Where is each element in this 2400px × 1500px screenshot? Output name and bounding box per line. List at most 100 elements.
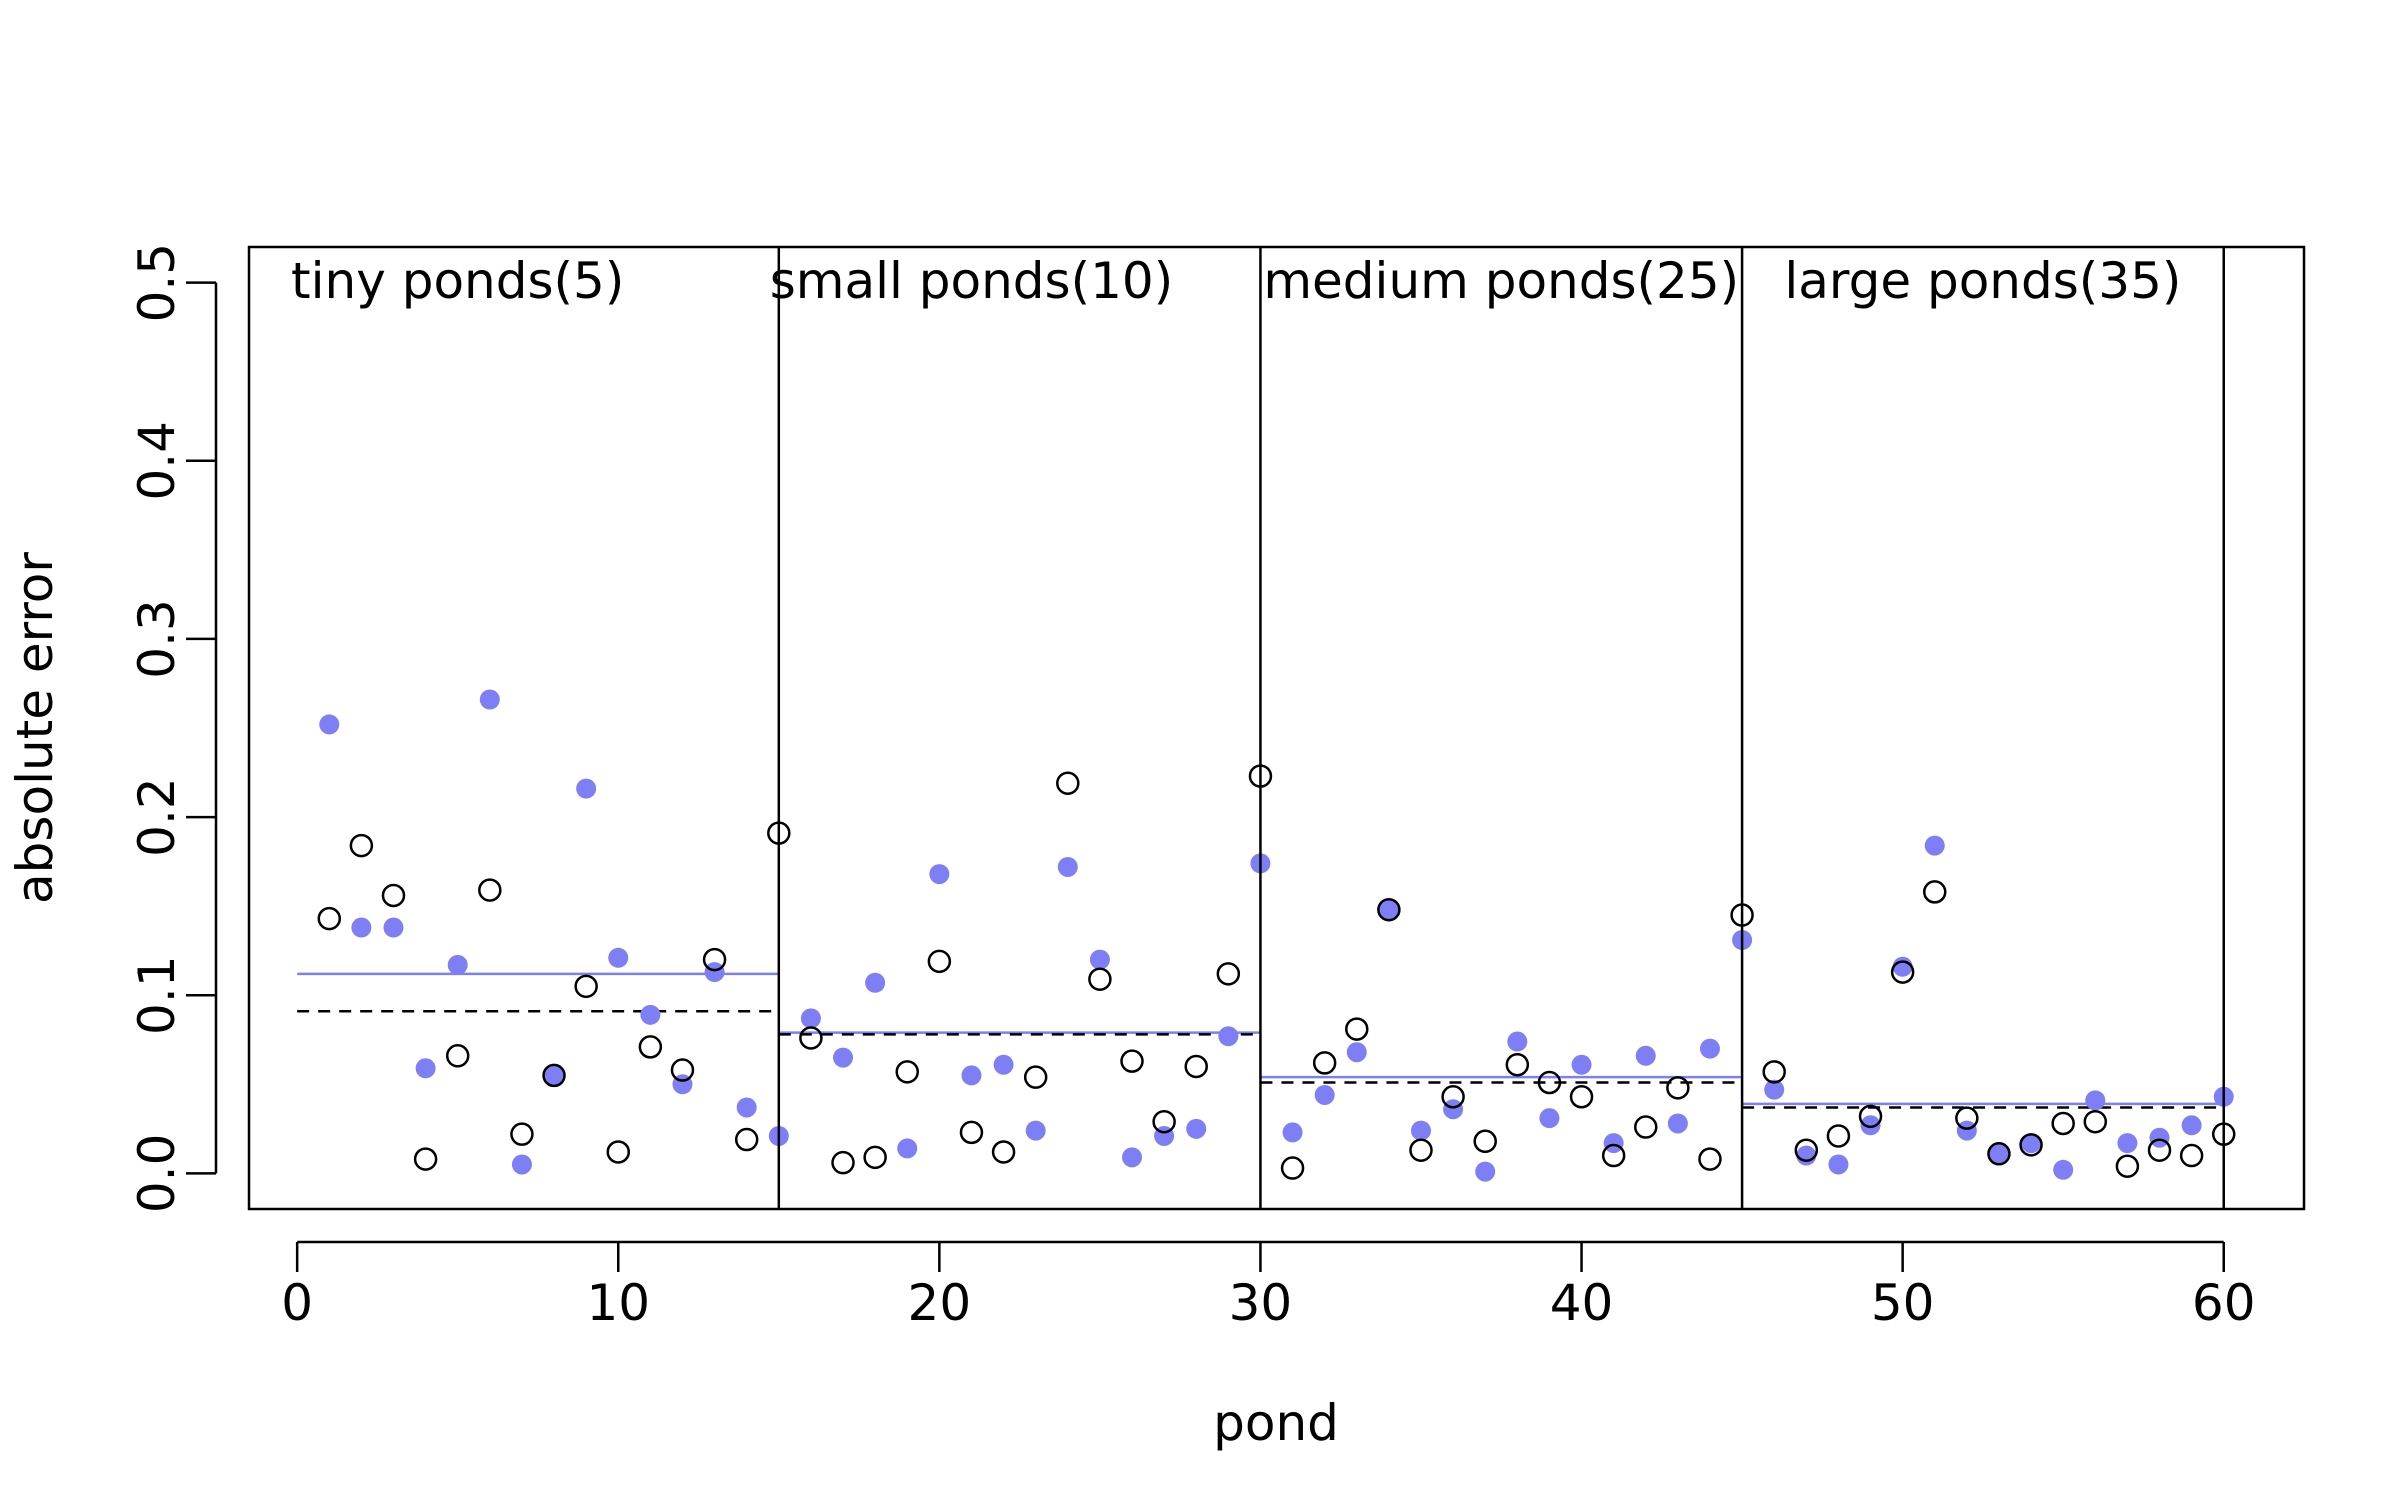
data-point-filled [351,917,372,938]
data-point-filled [1443,1099,1464,1120]
data-point-filled [608,947,629,968]
data-point-open [1922,880,1947,904]
data-point-filled [865,972,886,993]
data-point-filled [383,917,404,938]
x-axis-title: pond [1213,1394,1339,1452]
y-axis: 0.0 0.1 0.2 0.3 0.4 0.5 [128,243,218,1214]
x-tick-label: 0 [281,1274,313,1332]
data-point-filled [800,1008,821,1029]
data-point-open [1409,1138,1433,1162]
data-point-filled [1346,1042,1367,1063]
data-point-open [2147,1138,2172,1162]
data-point-open [2019,1133,2043,1157]
data-point-open [1826,1124,1851,1148]
data-point-filled [736,1097,757,1118]
data-point-open [1088,967,1112,991]
data-point-open [1023,1065,1048,1089]
data-point-open [638,1035,663,1059]
data-point-filled [1507,1031,1528,1052]
data-point-open [1056,771,1080,795]
data-point-filled [993,1054,1014,1075]
data-point-filled [1699,1038,1720,1059]
data-point-filled [640,1004,661,1025]
y-tick-label: 0.3 [128,599,186,679]
data-point-open [574,974,598,999]
data-point-open [991,1140,1016,1164]
data-point-filled [1057,856,1078,877]
data-point-open [1987,1142,2011,1166]
data-point-open [1216,962,1241,986]
data-point-filled [2181,1115,2202,1136]
data-point-filled [1892,956,1913,977]
data-point-filled [511,1154,532,1175]
data-point-open [1377,897,1401,922]
data-point-open [349,833,374,858]
data-point-filled [1796,1145,1817,1166]
group-label: large ponds(35) [1784,252,2181,310]
data-points [317,689,2236,1182]
data-point-open [1537,1070,1562,1095]
y-axis-title: absolute error [6,552,64,904]
data-point-open [1569,1085,1594,1109]
data-point-filled [2085,1090,2106,1111]
data-point-filled [2149,1127,2170,1148]
data-point-open [1441,1085,1465,1109]
data-point-open [959,1120,984,1145]
data-point-open [478,878,502,902]
data-point-open [863,1145,887,1170]
data-point-filled [544,1065,565,1086]
data-point-filled [447,954,468,975]
data-point-open [799,1026,823,1050]
data-point-open [670,1058,695,1082]
data-point-filled [1475,1161,1496,1182]
data-point-filled [576,778,597,799]
data-point-filled [833,1047,854,1068]
x-tick-label: 30 [1229,1274,1293,1332]
data-point-open [1505,1052,1530,1077]
data-point-open [510,1122,534,1146]
data-point-filled [929,864,950,885]
data-point-filled [1860,1115,1881,1136]
x-tick-label: 50 [1871,1274,1935,1332]
data-point-filled [1186,1118,1207,1139]
data-point-open [1120,1049,1144,1073]
data-point-open [445,1044,470,1068]
data-point-open [2051,1111,2075,1136]
x-tick-label: 60 [2192,1274,2256,1332]
data-point-filled [961,1065,982,1086]
data-point-open [1473,1129,1497,1154]
data-point-open [317,906,342,931]
y-tick-label: 0.5 [128,243,186,323]
group-dividers [777,247,2225,1209]
data-point-open [1634,1115,1658,1139]
data-point-filled [1378,899,1399,920]
data-point-filled [1988,1143,2009,1164]
data-point-filled [1539,1108,1560,1129]
data-point-filled [2021,1133,2042,1154]
data-point-open [413,1147,438,1171]
panel-labels: tiny ponds(5) small ponds(10) medium ponds… [291,252,2181,310]
data-point-open [1858,1104,1883,1129]
data-point-open [542,1063,566,1088]
data-point-open [702,947,727,972]
data-point-filled [1089,949,1110,970]
data-point-open [1890,960,1915,984]
data-point-open [1184,1054,1208,1079]
data-point-open [2083,1109,2108,1134]
y-tick-label: 0.0 [128,1134,186,1214]
x-tick-label: 40 [1550,1274,1614,1332]
x-tick-label: 10 [586,1274,650,1332]
data-point-open [1280,1156,1305,1180]
data-point-open [927,949,952,974]
data-point-open [1762,1060,1786,1084]
data-point-filled [1956,1120,1977,1141]
data-point-filled [1571,1054,1592,1075]
data-point-filled [1410,1120,1431,1141]
data-point-open [831,1150,855,1175]
y-tick-label: 0.2 [128,777,186,857]
data-point-filled [2053,1159,2074,1180]
group-mean-lines [297,972,2224,1109]
data-point-filled [1025,1120,1046,1141]
data-point-filled [2117,1133,2138,1154]
x-tick-label: 20 [908,1274,972,1332]
